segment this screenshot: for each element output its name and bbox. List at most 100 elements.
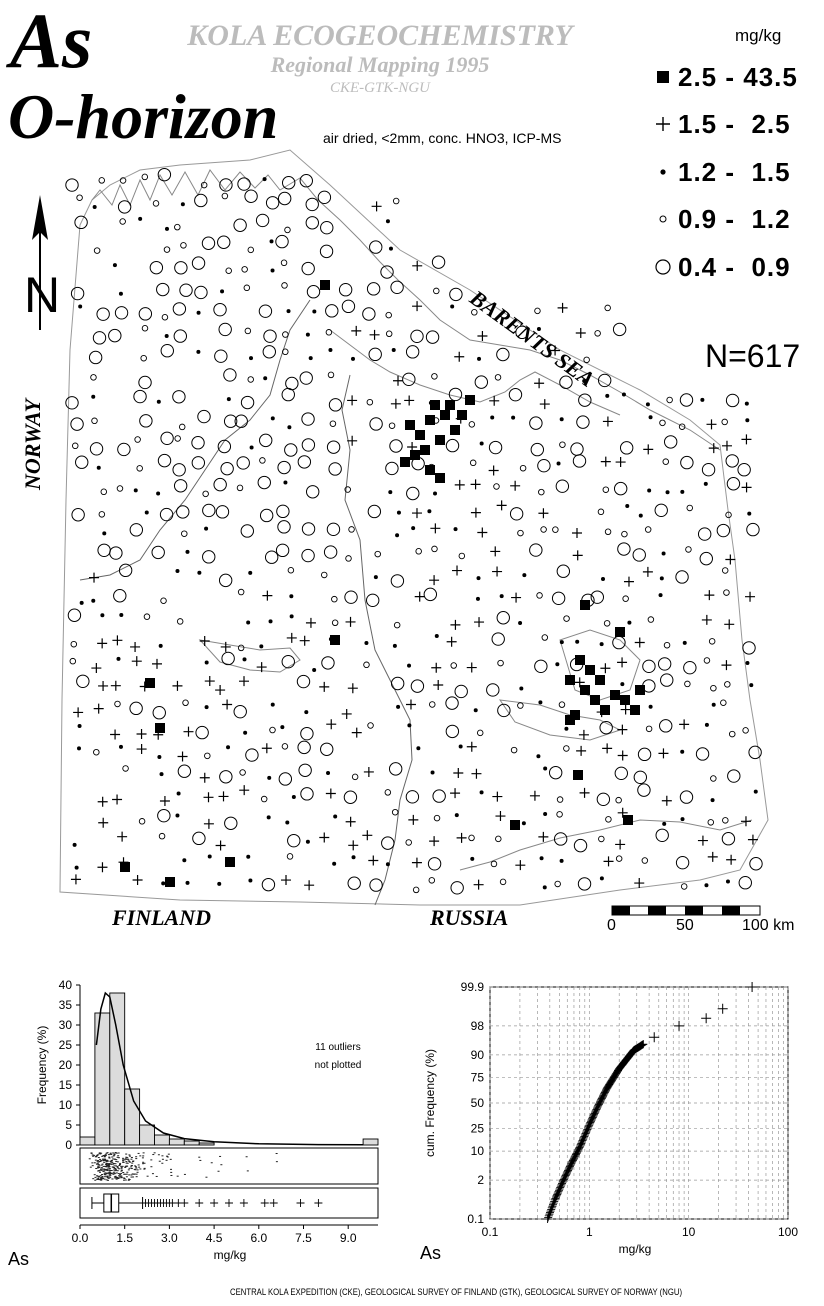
sample-large-circle <box>214 349 228 363</box>
sample-large-circle <box>70 286 85 301</box>
strip-point <box>220 1164 223 1166</box>
sample-small-circle <box>116 485 124 492</box>
strip-point <box>100 1169 103 1171</box>
sample-small-circle <box>597 508 605 516</box>
strip-point <box>107 1179 110 1181</box>
strip-point <box>91 1165 94 1167</box>
strip-point <box>161 1158 164 1160</box>
strip-point <box>125 1156 128 1158</box>
strip-point <box>132 1160 135 1162</box>
strip-point <box>109 1177 112 1179</box>
sample-large-circle <box>138 307 153 321</box>
sample-dot <box>661 551 666 556</box>
strip-point <box>98 1176 101 1178</box>
sample-small-circle <box>431 545 438 553</box>
sample-large-circle <box>450 881 464 895</box>
sample-large-circle <box>369 878 383 892</box>
sample-dot <box>176 791 181 796</box>
sample-square <box>225 857 235 867</box>
strip-point <box>115 1168 118 1170</box>
sample-large-circle <box>96 307 110 321</box>
strip-point <box>143 1162 146 1164</box>
sample-small-circle <box>141 173 149 181</box>
sample-large-circle <box>659 719 673 733</box>
sample-large-circle <box>201 236 216 250</box>
sample-small-circle <box>140 354 147 362</box>
sample-plus <box>433 679 444 690</box>
strip-point <box>109 1160 112 1162</box>
sample-large-circle <box>240 395 255 410</box>
sample-dot <box>305 332 310 337</box>
boxplot-outlier <box>296 1199 305 1207</box>
sample-plus <box>446 636 457 647</box>
strip-point <box>122 1159 125 1161</box>
sample-square <box>425 465 435 475</box>
strip-point <box>106 1168 109 1170</box>
histogram-bar <box>79 1136 96 1146</box>
sample-dot <box>74 865 79 870</box>
sample-small-circle <box>269 726 276 734</box>
strip-point <box>275 1161 278 1163</box>
sample-dot <box>704 883 709 888</box>
strip-point <box>167 1153 170 1155</box>
strip-point <box>98 1160 101 1162</box>
strip-point <box>118 1165 121 1167</box>
strip-point <box>165 1159 168 1161</box>
sample-small-circle <box>559 441 566 448</box>
sample-plus <box>454 479 465 490</box>
sample-dot <box>703 481 708 486</box>
strip-point <box>104 1154 107 1156</box>
axis-tick-label: 4.5 <box>206 1231 223 1245</box>
sample-large-circle <box>679 393 694 407</box>
sample-plus <box>572 550 583 561</box>
cdf-point <box>549 1200 558 1209</box>
sample-plus <box>534 378 545 389</box>
strip-point <box>157 1154 160 1156</box>
axis-tick-label: 75 <box>471 1071 485 1085</box>
axis-tick-label: 0.1 <box>482 1225 499 1239</box>
sample-small-circle <box>204 752 211 760</box>
sample-large-circle <box>431 255 446 269</box>
sample-large-circle <box>577 877 592 891</box>
sample-large-circle <box>160 431 174 445</box>
strip-point <box>108 1164 111 1166</box>
sample-large-circle <box>261 877 276 892</box>
strip-point <box>109 1153 112 1155</box>
legend-unit: mg/kg <box>735 26 782 45</box>
sample-dot <box>180 202 185 207</box>
sample-plus <box>411 508 422 519</box>
sample-plus <box>466 662 477 673</box>
sample-dot <box>159 772 164 777</box>
strip-point <box>103 1170 106 1172</box>
strip-point <box>136 1169 139 1171</box>
sample-dot <box>458 744 463 749</box>
sample-large-circle <box>117 442 131 457</box>
sample-plus <box>431 662 442 673</box>
sample-dot <box>280 725 285 730</box>
histogram-bar <box>198 1142 215 1146</box>
sample-large-circle <box>576 415 590 429</box>
strip-point <box>94 1176 97 1178</box>
sample-dot <box>112 263 117 268</box>
strip-point <box>124 1166 127 1168</box>
strip-point <box>104 1159 107 1161</box>
sample-small-circle <box>241 266 248 273</box>
sample-small-circle <box>536 592 543 599</box>
strip-point <box>152 1154 155 1156</box>
method-text: air dried, <2mm, conc. HNO3, ICP-MS <box>323 130 562 146</box>
sample-large-circle <box>530 442 545 457</box>
outlier-note: not plotted <box>315 1060 362 1071</box>
sample-small-circle <box>281 743 289 750</box>
sample-plus <box>368 855 379 866</box>
strip-point <box>142 1155 145 1157</box>
strip-point <box>102 1158 105 1160</box>
strip-point <box>245 1156 248 1158</box>
sample-dot <box>161 881 166 886</box>
sample-dot <box>182 858 187 863</box>
axis-tick-label: 20 <box>59 1058 73 1072</box>
sample-dot <box>249 445 254 450</box>
sample-dot <box>291 794 296 799</box>
sample-large-circle <box>301 438 316 452</box>
strip-point <box>135 1176 138 1178</box>
sample-dot <box>156 399 161 404</box>
